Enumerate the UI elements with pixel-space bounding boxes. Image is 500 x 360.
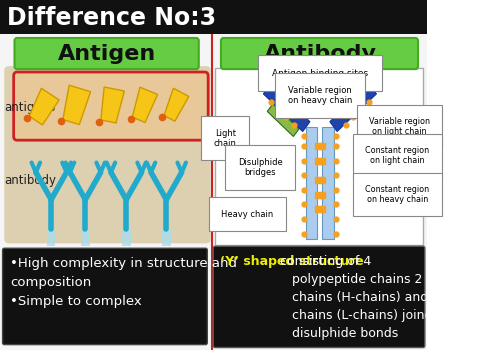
Text: consisting of 4
   polypeptide chains 2 heavy
   chains (H-chains) and two light: consisting of 4 polypeptide chains 2 hea… xyxy=(280,255,486,340)
Bar xyxy=(122,229,130,246)
FancyBboxPatch shape xyxy=(14,72,208,140)
FancyBboxPatch shape xyxy=(0,34,426,351)
Text: Difference No:3: Difference No:3 xyxy=(7,5,216,30)
Text: antigens: antigens xyxy=(4,100,56,114)
Text: antibody: antibody xyxy=(4,174,57,186)
Bar xyxy=(47,229,56,246)
Polygon shape xyxy=(327,85,359,118)
Polygon shape xyxy=(63,85,90,125)
Bar xyxy=(322,127,334,239)
FancyBboxPatch shape xyxy=(214,246,425,347)
FancyBboxPatch shape xyxy=(2,248,208,345)
FancyBboxPatch shape xyxy=(215,68,423,245)
Text: Constant region
on light chain: Constant region on light chain xyxy=(366,146,430,166)
Text: Disulphide
bridges: Disulphide bridges xyxy=(238,158,282,177)
Text: Constant region
on heavy chain: Constant region on heavy chain xyxy=(366,185,430,204)
FancyBboxPatch shape xyxy=(4,66,210,243)
Polygon shape xyxy=(330,84,376,131)
Text: ‘Y’ shaped structure: ‘Y’ shaped structure xyxy=(220,255,368,268)
Text: Antibody: Antibody xyxy=(264,44,376,64)
Polygon shape xyxy=(268,104,299,136)
Polygon shape xyxy=(29,88,59,125)
Polygon shape xyxy=(264,84,310,131)
Polygon shape xyxy=(101,87,124,123)
Text: Antigen binding sites: Antigen binding sites xyxy=(272,68,368,77)
Bar xyxy=(81,229,90,246)
Polygon shape xyxy=(164,88,189,121)
Bar xyxy=(162,229,170,246)
Text: •High complexity in structure and
composition
•Simple to complex: •High complexity in structure and compos… xyxy=(10,257,237,308)
FancyBboxPatch shape xyxy=(221,38,418,69)
FancyBboxPatch shape xyxy=(0,0,426,34)
Text: Variable region
on light chain: Variable region on light chain xyxy=(369,117,430,136)
Polygon shape xyxy=(330,84,376,131)
Polygon shape xyxy=(132,87,158,122)
Polygon shape xyxy=(264,84,310,131)
Text: Variable region
on heavy chain: Variable region on heavy chain xyxy=(288,86,352,105)
FancyBboxPatch shape xyxy=(14,38,199,69)
Text: Heavy chain: Heavy chain xyxy=(222,210,274,219)
Text: Antigen: Antigen xyxy=(58,44,156,64)
Bar xyxy=(306,127,318,239)
Text: Light
chain: Light chain xyxy=(214,129,236,148)
